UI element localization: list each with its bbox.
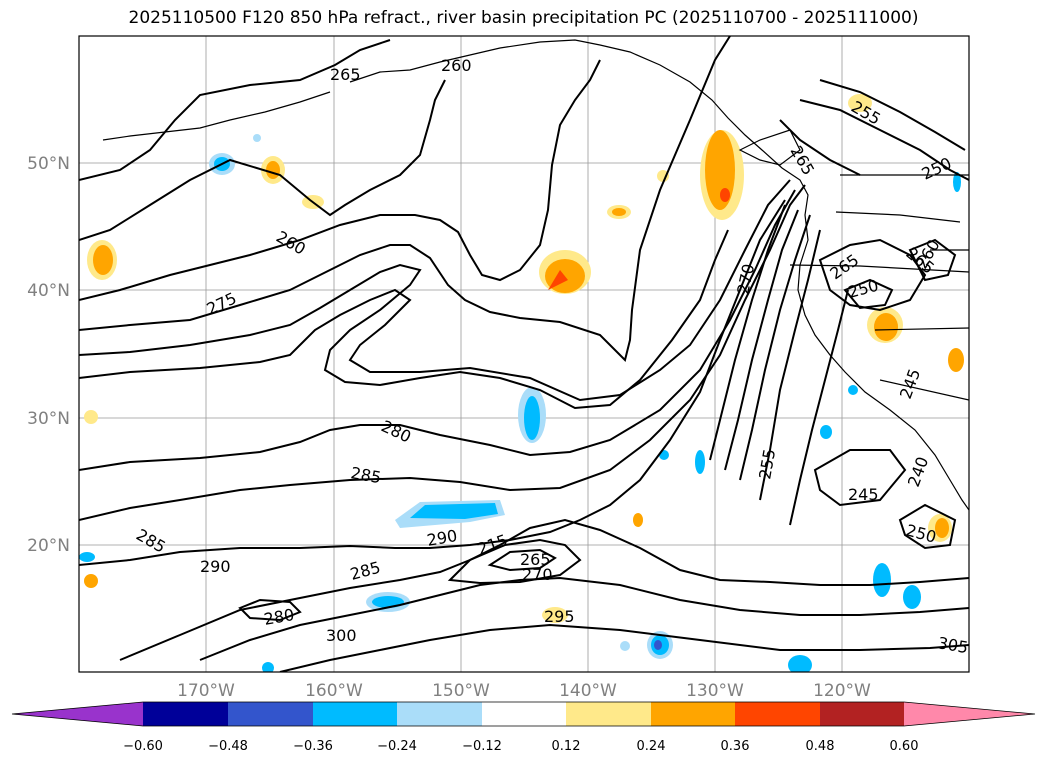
- latitude-labels: 50°N 40°N 30°N 20°N: [27, 154, 70, 556]
- colorbar-tick-label: 0.60: [890, 739, 919, 754]
- lon-label: 160°W: [305, 681, 363, 701]
- lon-label: 130°W: [686, 681, 744, 701]
- colorbar-tick-label: 0.36: [721, 739, 750, 754]
- colorbar-segment: [651, 702, 735, 726]
- colorbar-segment: [313, 702, 397, 726]
- lat-label: 40°N: [27, 281, 70, 301]
- colorbar: −0.60 −0.48 −0.36 −0.24 −0.12 0.12 0.24 …: [11, 701, 1036, 754]
- colorbar-tick-label: −0.48: [208, 739, 248, 754]
- colorbar-tick-label: 0.48: [806, 739, 835, 754]
- colorbar-segment: [228, 702, 313, 726]
- colorbar-segment: [820, 702, 904, 726]
- contour-label: 265: [330, 65, 361, 84]
- colorbar-tick-label: 0.24: [637, 739, 666, 754]
- lon-label: 120°W: [813, 681, 871, 701]
- colorbar-segment: [735, 702, 820, 726]
- colorbar-segment: [397, 702, 482, 726]
- colorbar-ticks: −0.60 −0.48 −0.36 −0.24 −0.12 0.12 0.24 …: [123, 739, 918, 754]
- lat-label: 20°N: [27, 536, 70, 556]
- contour-label: 245: [848, 485, 879, 504]
- colorbar-outline: [11, 701, 1036, 727]
- colorbar-tick-label: −0.12: [462, 739, 502, 754]
- refractivity-contours: [79, 36, 969, 672]
- longitude-labels: 170°W 160°W 150°W 140°W 130°W 120°W: [177, 681, 871, 701]
- colorbar-tick-label: 0.12: [552, 739, 581, 754]
- colorbar-arrow-left: [12, 702, 143, 726]
- lon-label: 140°W: [559, 681, 617, 701]
- contour-label: 290: [200, 557, 231, 576]
- contour-label: 265: [520, 550, 551, 569]
- map-border: [78, 35, 970, 673]
- lat-label: 50°N: [27, 154, 70, 174]
- coastlines: [102, 39, 969, 511]
- lon-label: 170°W: [177, 681, 235, 701]
- colorbar-segment: [566, 702, 651, 726]
- colorbar-tick-label: −0.60: [123, 739, 163, 754]
- colorbar-segment: [143, 702, 228, 726]
- colorbar-arrow-right: [904, 702, 1035, 726]
- contour-label: 295: [544, 607, 575, 626]
- colorbar-tick-label: −0.24: [377, 739, 417, 754]
- map-area: [79, 36, 969, 672]
- precip-shading: [79, 94, 964, 672]
- contour-label: 260: [441, 56, 472, 75]
- lat-label: 30°N: [27, 409, 70, 429]
- lon-label: 150°W: [432, 681, 490, 701]
- colorbar-segment: [482, 702, 566, 726]
- colorbar-tick-label: −0.36: [293, 739, 333, 754]
- contour-label: 300: [326, 626, 357, 645]
- map-title: 2025110500 F120 850 hPa refract., river …: [128, 8, 919, 28]
- contour-label: 270: [522, 565, 553, 584]
